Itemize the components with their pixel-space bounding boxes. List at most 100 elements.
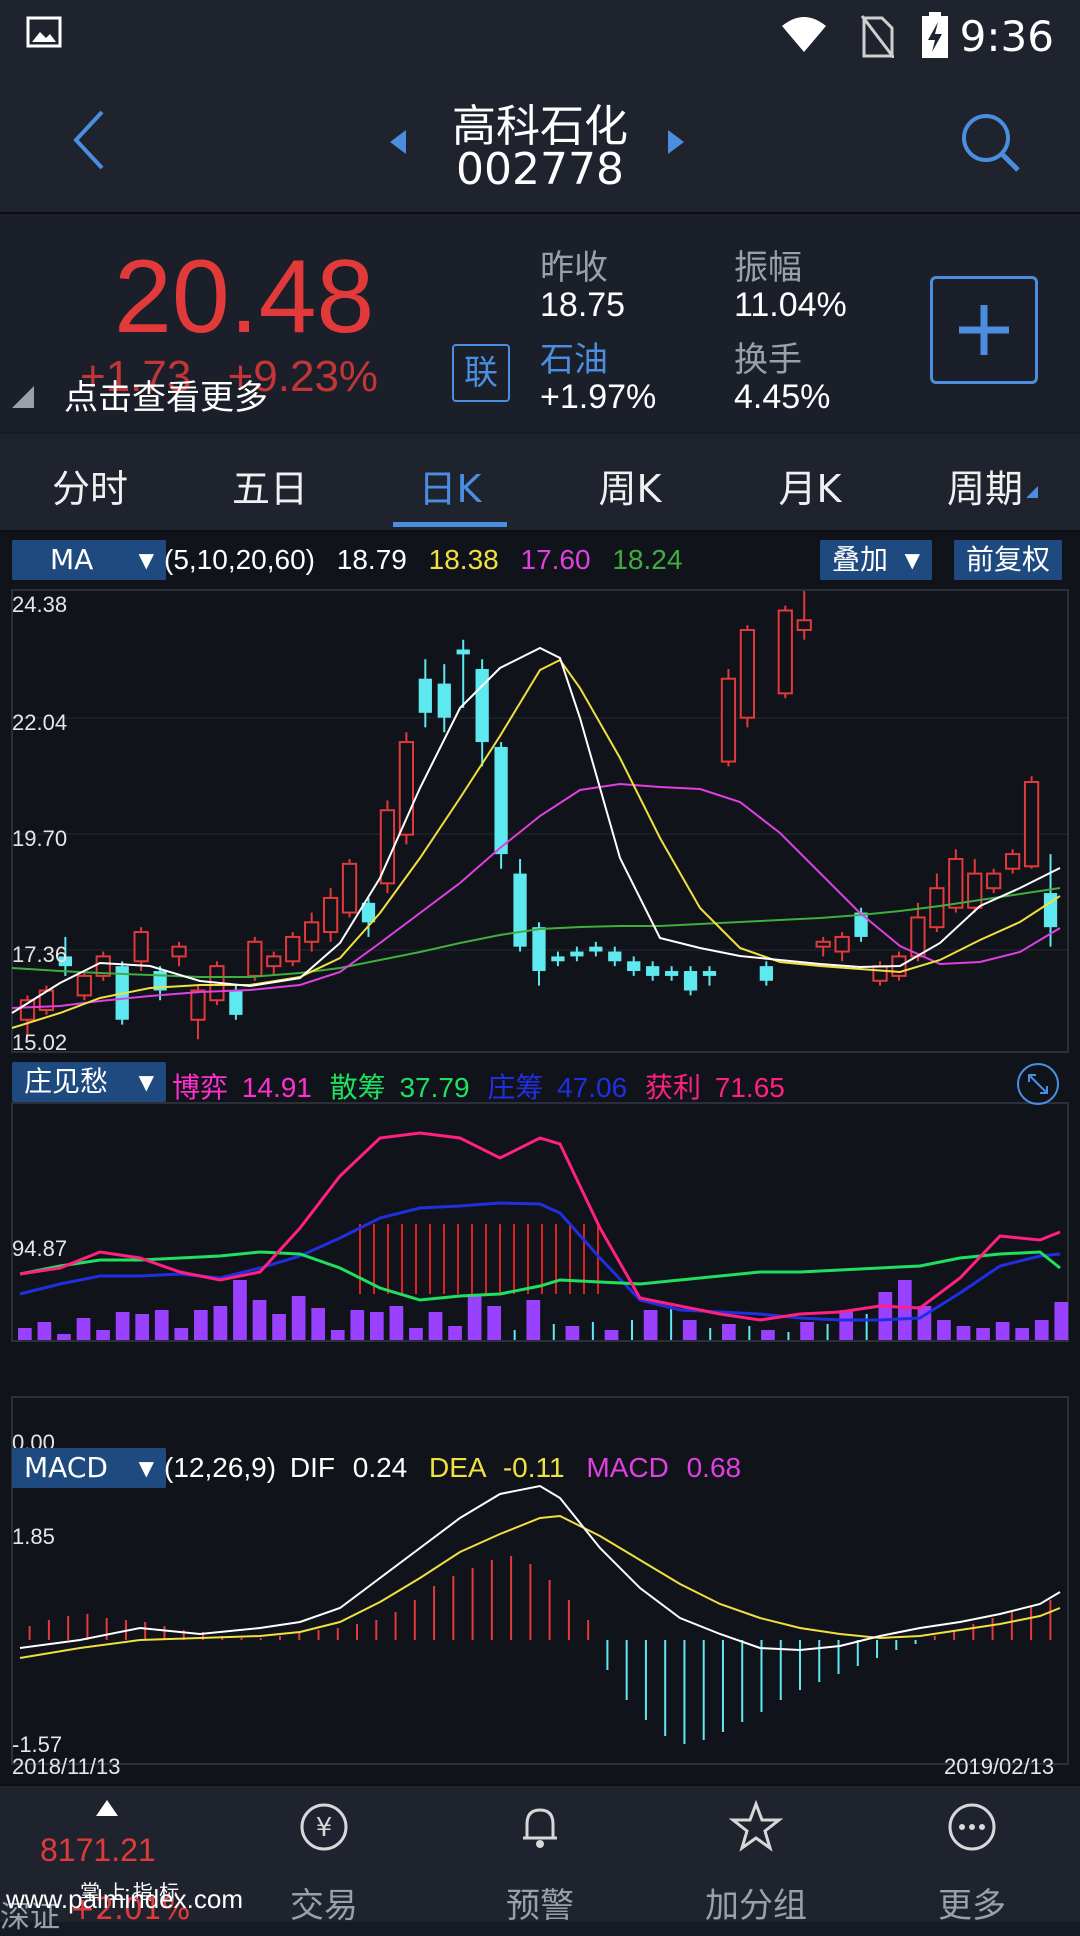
- zjc-bar: [709, 1328, 712, 1340]
- zjc-bar: [291, 1296, 306, 1340]
- huoli-label: 获利: [644, 1072, 701, 1103]
- zjc-bar: [213, 1306, 228, 1340]
- no-sim-icon: [860, 15, 894, 58]
- kline-panel-frame: [11, 589, 1069, 1053]
- macd-bars-group: [28, 1556, 1052, 1744]
- zjc-bar: [115, 1312, 130, 1340]
- add-watchlist-button[interactable]: [930, 276, 1038, 384]
- tab-period[interactable]: 周期: [946, 467, 1023, 511]
- dropdown-triangle-icon: [1026, 486, 1038, 498]
- change-amount: +1.73: [80, 352, 192, 401]
- star-icon[interactable]: [648, 1799, 864, 1858]
- zjc-bar: [96, 1330, 110, 1340]
- candle-down: [551, 956, 565, 962]
- wifi-icon: [782, 17, 826, 52]
- see-more-tip[interactable]: 点击查看更多: [64, 378, 268, 418]
- zjc-indicator-selector[interactable]: 庄见愁 ▼: [12, 1062, 166, 1102]
- chevron-down-icon: ▼: [138, 1456, 154, 1480]
- candle-up: [739, 629, 756, 719]
- back-icon[interactable]: [70, 108, 110, 172]
- nav-trade[interactable]: 交易: [290, 1886, 358, 1926]
- corner-triangle-icon: [12, 386, 34, 408]
- macd-axis-min: -1.57: [12, 1732, 63, 1757]
- sector-label[interactable]: 石油: [540, 340, 608, 380]
- candle-up: [95, 955, 111, 977]
- search-icon[interactable]: [958, 110, 1022, 174]
- kline-axis-l3: 17.36: [12, 942, 68, 967]
- adjust-button[interactable]: 前复权: [954, 540, 1063, 580]
- zjc-bar: [995, 1322, 1010, 1340]
- stock-code: 002778: [456, 144, 624, 195]
- zjc-selector-label: 庄见愁: [24, 1065, 109, 1098]
- zjc-bars-group: [18, 1224, 1069, 1340]
- zjc-bar: [467, 1294, 482, 1340]
- nav-more[interactable]: 更多: [938, 1886, 1006, 1926]
- trade-icon[interactable]: ¥: [216, 1800, 432, 1858]
- next-stock-icon[interactable]: [666, 128, 686, 156]
- zjc-bar: [135, 1314, 150, 1340]
- macd-indicator-selector[interactable]: MACD ▼: [12, 1448, 166, 1488]
- candle-up: [834, 935, 850, 953]
- zjc-bar: [826, 1324, 829, 1340]
- zjc-bar: [787, 1332, 790, 1340]
- tab-weekly-k[interactable]: 周K: [598, 467, 662, 511]
- zjc-bar: [1034, 1320, 1049, 1340]
- tab-five-day[interactable]: 五日: [231, 467, 308, 511]
- quote-panel[interactable]: 20.48 +1.73 +9.23% 点击查看更多 联 昨收 18.75 石油 …: [0, 214, 1080, 432]
- zhuangchou-value: 47.06: [557, 1072, 628, 1103]
- amplitude-label: 振幅: [734, 248, 802, 288]
- candle-up: [247, 940, 263, 977]
- tab-monthly-k[interactable]: 月K: [778, 467, 842, 511]
- turnover-label: 换手: [734, 340, 802, 380]
- tab-intraday[interactable]: 分时: [51, 467, 128, 511]
- index-value[interactable]: 8171.21: [40, 1832, 156, 1868]
- dif-line: [19, 1484, 1061, 1652]
- boyi-value: 14.91: [241, 1072, 312, 1103]
- candle-up: [872, 965, 888, 982]
- zjc-bar: [350, 1310, 365, 1340]
- candle-down: [437, 683, 451, 718]
- prev-close-label: 昨收: [540, 248, 608, 288]
- stock-header: 高科石化 002778: [0, 78, 1080, 214]
- zjc-bar: [370, 1312, 384, 1340]
- zjc-axis-max: 94.87: [12, 1236, 68, 1261]
- ma20-value: 17.60: [520, 544, 591, 575]
- tab-daily-k[interactable]: 日K: [418, 467, 482, 511]
- zjc-bar: [670, 1306, 673, 1340]
- candle-down: [608, 951, 622, 962]
- prev-stock-icon[interactable]: [388, 128, 408, 156]
- macd-value: 0.68: [686, 1452, 742, 1483]
- sector-change: +1.97%: [540, 378, 657, 416]
- expand-icon[interactable]: [1016, 1062, 1060, 1106]
- ma-indicator-selector[interactable]: MA ▼: [12, 540, 166, 580]
- candle-down: [570, 951, 584, 957]
- ma-selector-label: MA: [50, 543, 94, 576]
- kline-chart-area[interactable]: MA ▼ (5,10,20,60) 18.79 18.38 17.60 18.2…: [0, 532, 1080, 1784]
- candle-down: [513, 873, 527, 947]
- candle-up: [1005, 853, 1021, 870]
- linked-sector-button[interactable]: 联: [452, 344, 510, 402]
- zjc-bar: [76, 1318, 91, 1340]
- kline-axis-l1: 22.04: [12, 710, 68, 735]
- zjc-bar: [748, 1326, 751, 1340]
- nav-add-group[interactable]: 加分组: [705, 1886, 807, 1926]
- chevron-down-icon: ▼: [904, 548, 920, 572]
- candle-up: [304, 921, 320, 943]
- boyi-label: 博弈: [172, 1072, 229, 1103]
- bell-icon[interactable]: [432, 1800, 648, 1858]
- zjc-bar: [37, 1322, 52, 1340]
- more-icon[interactable]: [864, 1800, 1080, 1858]
- status-time: 9:36: [959, 12, 1054, 61]
- start-date: 2018/11/13: [12, 1754, 121, 1779]
- nav-alert[interactable]: 预警: [506, 1886, 574, 1926]
- candle-down: [475, 668, 489, 743]
- dea-line: [19, 1514, 1061, 1659]
- overlay-button[interactable]: 叠加 ▼: [820, 540, 932, 580]
- candle-down: [418, 678, 432, 713]
- zjc-bar: [233, 1280, 247, 1340]
- zjc-bar: [311, 1308, 326, 1340]
- zjc-legend: 博弈 14.91 散筹 37.79 庄筹 47.06 获利 71.65: [172, 1066, 785, 1106]
- status-bar: 9:36: [0, 0, 1080, 78]
- zjc-bar: [722, 1324, 736, 1340]
- zjc-bar: [800, 1322, 814, 1340]
